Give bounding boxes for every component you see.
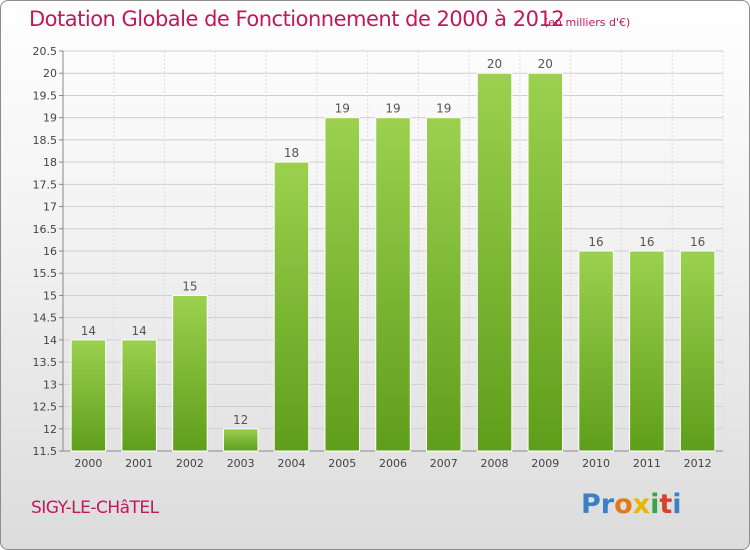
logo-part: t <box>659 489 673 520</box>
bar <box>222 428 259 452</box>
proxiti-logo: Proxiti <box>581 489 682 520</box>
bar <box>70 339 107 452</box>
y-tick-label: 14.5 <box>33 312 58 325</box>
y-tick-label: 12 <box>43 423 57 436</box>
bar <box>527 72 564 452</box>
logo-part: Pr <box>581 489 615 520</box>
x-tick-label: 2006 <box>379 457 407 470</box>
bars <box>70 72 716 452</box>
x-tick-label: 2005 <box>328 457 356 470</box>
y-tick-label: 13.5 <box>33 356 58 369</box>
bar-value-label: 14 <box>81 324 96 338</box>
x-tick-label: 2010 <box>582 457 610 470</box>
bar-value-label: 20 <box>487 57 502 71</box>
y-tick-label: 15 <box>43 289 57 302</box>
bar-value-label: 19 <box>385 102 400 116</box>
bar <box>629 250 665 452</box>
bar <box>679 250 716 452</box>
y-tick-label: 14 <box>43 334 57 347</box>
y-tick-label: 17 <box>43 201 57 214</box>
bar-value-label: 16 <box>690 235 705 249</box>
bar-value-label: 16 <box>588 235 603 249</box>
bar <box>273 161 310 452</box>
y-tick-label: 16.5 <box>33 223 58 236</box>
logo-part: i <box>672 489 682 520</box>
bar <box>121 339 157 452</box>
bar <box>578 250 614 452</box>
x-tick-label: 2011 <box>633 457 661 470</box>
x-tick-label: 2009 <box>531 457 559 470</box>
bar <box>476 72 513 452</box>
bar-value-label: 19 <box>436 102 451 116</box>
y-tick-label: 15.5 <box>33 267 58 280</box>
logo-part: i <box>650 489 660 520</box>
logo-part: o <box>614 489 633 520</box>
x-tick-label: 2007 <box>430 457 458 470</box>
x-tick-label: 2000 <box>74 457 102 470</box>
chart-title: Dotation Globale de Fonctionnement de 20… <box>29 7 565 31</box>
bar-value-label: 18 <box>284 146 299 160</box>
x-tick-label: 2001 <box>125 457 153 470</box>
x-tick-label: 2012 <box>684 457 712 470</box>
bar-value-label: 15 <box>182 279 197 293</box>
bar <box>426 117 462 452</box>
y-tick-label: 20.5 <box>33 45 58 58</box>
bar-value-label: 12 <box>233 413 248 427</box>
y-tick-label: 18 <box>43 156 57 169</box>
bar-value-label: 20 <box>538 57 553 71</box>
y-tick-label: 18.5 <box>33 134 58 147</box>
y-tick-label: 19 <box>43 112 57 125</box>
x-tick-label: 2002 <box>176 457 204 470</box>
bar <box>375 117 411 452</box>
axes: 11.5 12 12.5 13 13.5 14 14.5 15 15.5 16 16.5 17 17.5… <box>33 45 723 470</box>
x-tick-label: 2003 <box>227 457 255 470</box>
y-tick-label: 20 <box>43 67 57 80</box>
bar-value-label: 16 <box>639 235 654 249</box>
x-tick-label: 2004 <box>277 457 305 470</box>
chart-unit: (en milliers d'€) <box>544 16 631 29</box>
bar <box>172 294 208 452</box>
y-tick-label: 11.5 <box>33 445 58 458</box>
y-tick-label: 17.5 <box>33 178 58 191</box>
bar-value-label: 14 <box>132 324 147 338</box>
logo-part: x <box>632 489 651 520</box>
y-tick-label: 16 <box>43 245 57 258</box>
x-tick-label: 2008 <box>481 457 509 470</box>
commune-name: SIGY-LE-CHâTEL <box>31 498 159 518</box>
bar-value-label: 19 <box>335 102 350 116</box>
value-labels: 14 14 15 12 18 19 19 19 20 20 16 16 16 <box>81 57 706 427</box>
y-tick-label: 12.5 <box>33 401 58 414</box>
bar <box>324 117 360 452</box>
y-tick-label: 19.5 <box>33 89 58 102</box>
y-tick-label: 13 <box>43 378 57 391</box>
